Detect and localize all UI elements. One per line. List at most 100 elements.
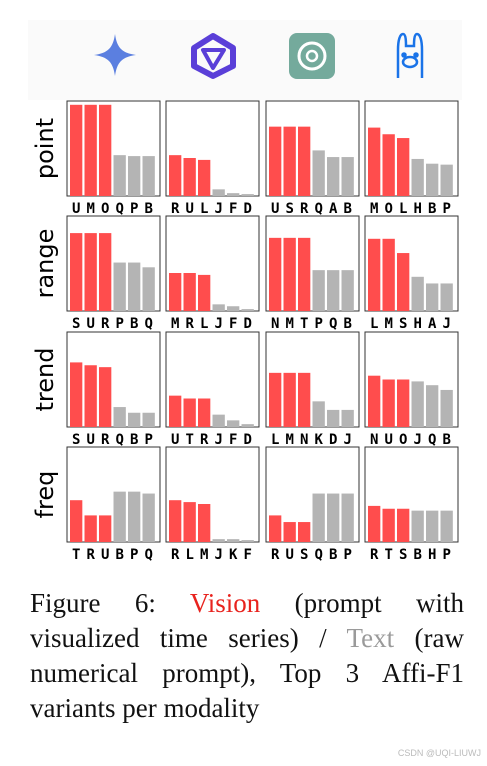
bar [241,309,254,311]
x-tick-label: B [343,316,351,332]
x-tick-label: D [243,201,251,217]
bar [341,409,354,427]
x-tick-label: N [370,432,378,448]
bar [327,270,340,311]
x-tick-label: F [229,316,237,332]
caption-vision: Vision [189,588,261,618]
x-tick-label: B [428,201,436,217]
x-tick-label: Q [144,316,152,332]
x-tick-label: U [86,316,94,332]
bar [440,510,453,542]
bar [283,522,296,542]
bar [312,150,325,196]
bar [411,510,424,542]
x-tick-label: O [399,432,407,448]
x-tick-label: R [101,316,110,332]
x-tick-label: P [130,547,138,563]
bar [241,194,254,196]
bar [298,237,311,311]
bar [298,126,311,196]
bar [298,522,311,542]
bar [327,409,340,427]
x-tick-label: U [285,547,293,563]
x-tick-label: U [384,432,392,448]
x-tick-label: J [214,547,222,563]
bar [368,505,381,542]
x-tick-label: B [442,432,450,448]
bar [368,238,381,311]
bar [382,238,395,311]
bar [212,539,225,542]
bar [183,273,196,311]
bar [397,138,410,196]
caption: Figure 6: Vision (prompt with visualized… [30,586,464,726]
x-tick-label: B [329,547,337,563]
bar [84,365,97,427]
x-tick-label: N [271,316,279,332]
x-tick-label: A [428,316,437,332]
bar [113,407,126,427]
bar [397,379,410,427]
panel-frame [165,100,260,197]
x-tick-label: M [285,316,293,332]
bar [142,156,155,196]
bar [128,412,141,427]
x-tick-label: L [200,316,208,332]
bar [327,493,340,542]
x-tick-label: B [130,316,138,332]
bar [269,515,282,542]
x-tick-label: T [185,432,193,448]
x-tick-label: U [185,201,193,217]
bar [227,306,240,311]
bar [397,253,410,311]
row-label: point [31,118,59,179]
bar [411,158,424,196]
bar [142,267,155,311]
qwen-icon [191,33,236,79]
x-tick-label: R [200,432,209,448]
x-tick-label: L [200,201,208,217]
x-tick-label: H [413,201,421,217]
x-tick-label: P [314,316,322,332]
x-tick-label: P [343,547,351,563]
x-tick-label: R [171,201,180,217]
bar [283,372,296,427]
bar [198,398,211,427]
x-tick-label: L [271,432,279,448]
row-label: freq [31,471,59,519]
bar [312,270,325,311]
x-tick-label: Q [314,547,322,563]
x-tick-label: L [399,201,407,217]
x-tick-label: P [442,201,450,217]
x-tick-label: S [285,201,293,217]
x-tick-label: S [72,432,80,448]
bar [312,401,325,427]
x-tick-label: S [72,316,80,332]
x-tick-label: L [370,316,378,332]
bar [411,381,424,427]
x-tick-label: R [300,201,309,217]
bar [426,385,439,427]
bar [227,193,240,196]
x-tick-label: R [370,547,379,563]
bar [212,189,225,196]
caption-suffix: (raw numerical prompt), Top 3 Affi-F1 va… [30,623,465,723]
x-tick-label: U [86,432,94,448]
bar [84,233,97,311]
x-tick-label: U [72,201,80,217]
bar [212,414,225,427]
bar [99,515,112,542]
bar [198,159,211,196]
x-tick-label: B [115,547,123,563]
x-tick-label: Q [314,201,322,217]
bar [128,262,141,311]
row-label: range [31,229,59,299]
bar [183,398,196,427]
bar [269,372,282,427]
x-tick-label: R [271,547,280,563]
x-tick-label: Q [115,201,123,217]
bar [269,126,282,196]
x-tick-label: D [243,316,251,332]
x-tick-label: M [370,201,378,217]
